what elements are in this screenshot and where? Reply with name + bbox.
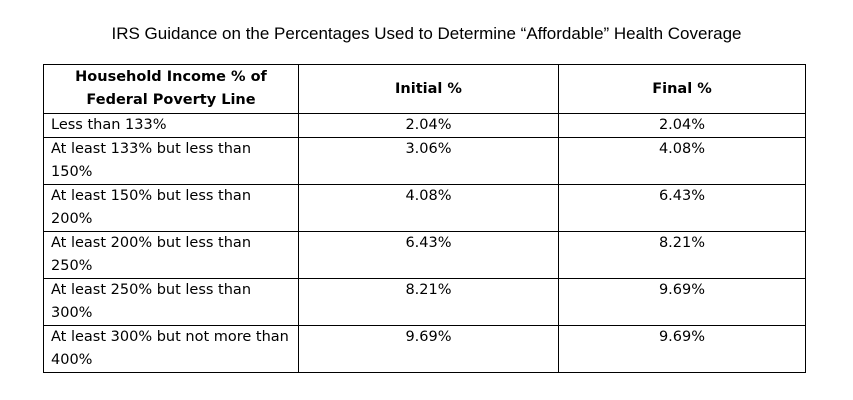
income-range-cell: At least 200% but less than 250% (43, 231, 299, 279)
initial-percent-cell: 9.69% (298, 325, 559, 373)
table-row: At least 150% but less than 200% 4.08% 6… (43, 184, 806, 232)
final-percent-cell: 6.43% (558, 184, 806, 232)
final-percent-cell: 9.69% (558, 325, 806, 373)
income-range-cell: At least 150% but less than 200% (43, 184, 299, 232)
column-header-final: Final % (558, 64, 806, 114)
initial-percent-cell: 2.04% (298, 113, 559, 138)
table-header-row: Household Income % of Federal Poverty Li… (43, 64, 806, 114)
income-range-cell: At least 250% but less than 300% (43, 278, 299, 326)
final-percent-cell: 2.04% (558, 113, 806, 138)
income-range-cell: At least 300% but not more than 400% (43, 325, 299, 373)
initial-percent-cell: 4.08% (298, 184, 559, 232)
column-header-initial: Initial % (298, 64, 559, 114)
affordability-table: Household Income % of Federal Poverty Li… (43, 64, 806, 373)
income-range-cell: At least 133% but less than 150% (43, 137, 299, 185)
initial-percent-cell: 8.21% (298, 278, 559, 326)
final-percent-cell: 4.08% (558, 137, 806, 185)
initial-percent-cell: 3.06% (298, 137, 559, 185)
table-row: At least 200% but less than 250% 6.43% 8… (43, 231, 806, 279)
final-percent-cell: 9.69% (558, 278, 806, 326)
table-row: Less than 133% 2.04% 2.04% (43, 113, 806, 138)
table-row: At least 133% but less than 150% 3.06% 4… (43, 137, 806, 185)
income-range-cell: Less than 133% (43, 113, 299, 138)
column-header-income: Household Income % of Federal Poverty Li… (43, 64, 299, 114)
initial-percent-cell: 6.43% (298, 231, 559, 279)
table-row: At least 300% but not more than 400% 9.6… (43, 325, 806, 373)
document-title: IRS Guidance on the Percentages Used to … (111, 24, 742, 43)
final-percent-cell: 8.21% (558, 231, 806, 279)
table-row: At least 250% but less than 300% 8.21% 9… (43, 278, 806, 326)
